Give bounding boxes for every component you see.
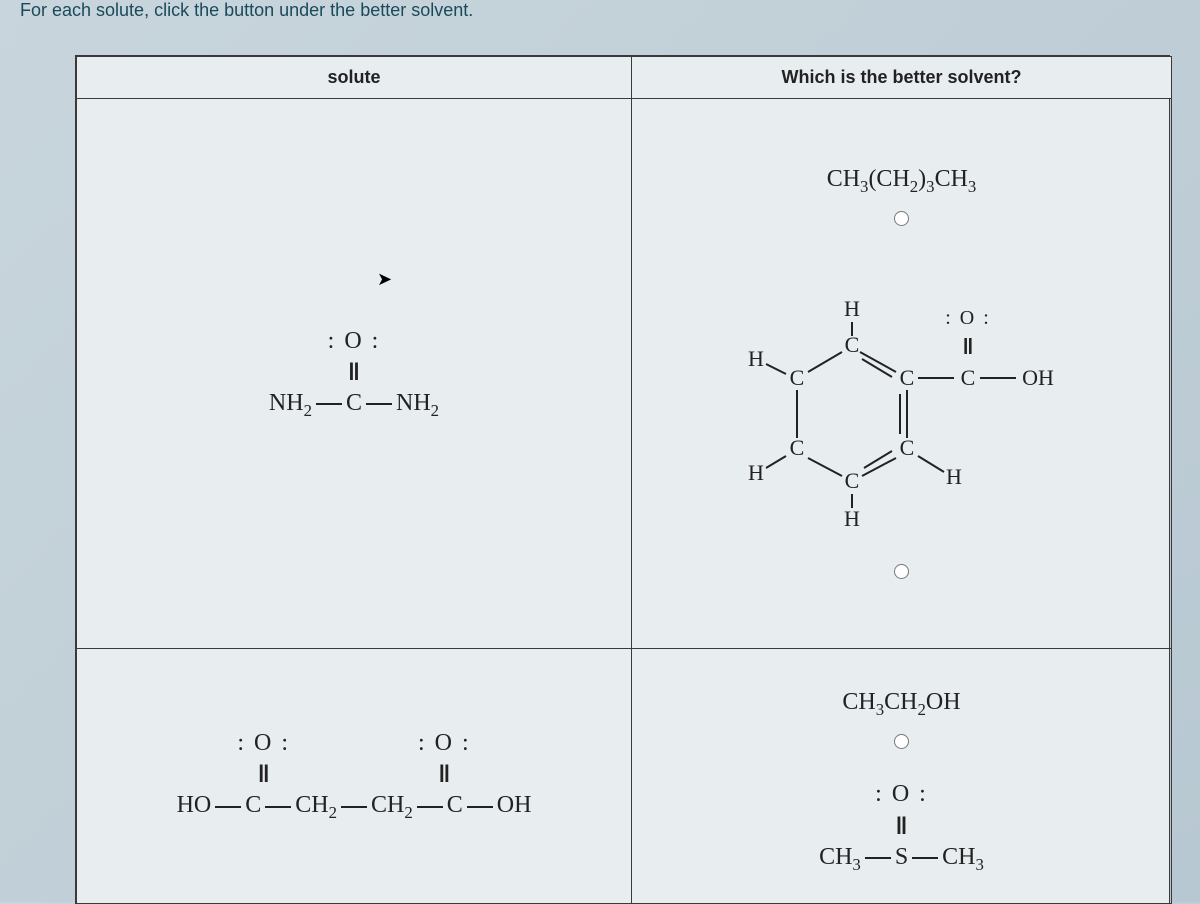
ring-h-tl: H (748, 346, 764, 371)
ethanol-formula: CH3CH2OH (842, 687, 960, 721)
sa-o-lone-r: : O : (418, 728, 471, 759)
succinic-acid-structure: : O : ‖ : O : ‖ HOCCH2CH2COH (177, 728, 532, 824)
solvent-table: solute Which is the better solvent? ➤ : … (75, 55, 1170, 904)
pentane-formula: CH3(CH2)3CH3 (827, 164, 977, 198)
ring-c-bl: C (789, 435, 804, 460)
ring-h-bl: H (748, 460, 764, 485)
sa-line: HOCCH2CH2COH (177, 790, 532, 824)
urea-structure: : O : ‖ NH2CNH2 (269, 326, 439, 422)
row1-solute-cell: ➤ : O : ‖ NH2CNH2 (77, 99, 632, 649)
ring-h-bot: H (844, 506, 860, 531)
header-solvent: Which is the better solvent? (632, 57, 1172, 99)
sa-dbl-r: ‖ (418, 759, 471, 790)
ring-c-bot: C (844, 468, 859, 493)
row2-solvent-a-radio[interactable] (894, 734, 909, 749)
header-solute: solute (77, 57, 632, 99)
cooh-o-lone: : O : (945, 307, 991, 329)
urea-line: NH2CNH2 (269, 388, 439, 422)
dmso-line: CH3SCH3 (819, 842, 984, 876)
ring-h-br: H (946, 464, 962, 489)
dmso-dbl: ‖ (819, 811, 984, 842)
cooh-dbl: ‖ (962, 334, 973, 359)
row2-solute-cell: : O : ‖ : O : ‖ HOCCH2CH2COH (77, 649, 632, 904)
sa-dbl-l: ‖ (237, 759, 290, 790)
ring-c-tr: C (899, 365, 914, 390)
row1-solvent-a-radio[interactable] (894, 211, 909, 226)
row1-solvent-b-radio[interactable] (894, 564, 909, 579)
row2-solvent-cell: CH3CH2OH : O : ‖ CH3SCH3 (632, 649, 1172, 904)
row1-solvent-cell: CH3(CH2)3CH3 C H C (632, 99, 1172, 649)
cursor-icon: ➤ (377, 269, 392, 290)
ring-h-top: H (844, 296, 860, 321)
double-bond: ‖ (269, 357, 439, 388)
instruction-text: For each solute, click the button under … (20, 0, 473, 21)
ring-c-br: C (899, 435, 914, 460)
cooh-oh: OH (1022, 365, 1054, 390)
ring-c-tl: C (789, 365, 804, 390)
o-lone-pairs: : O : (269, 326, 439, 357)
benzoic-acid-structure: C H C C H C H (732, 250, 1072, 550)
cooh-c: C (960, 365, 975, 390)
sa-o-lone-l: : O : (237, 728, 290, 759)
dmso-structure: : O : ‖ CH3SCH3 (819, 779, 984, 875)
dmso-o-lone: : O : (819, 779, 984, 810)
